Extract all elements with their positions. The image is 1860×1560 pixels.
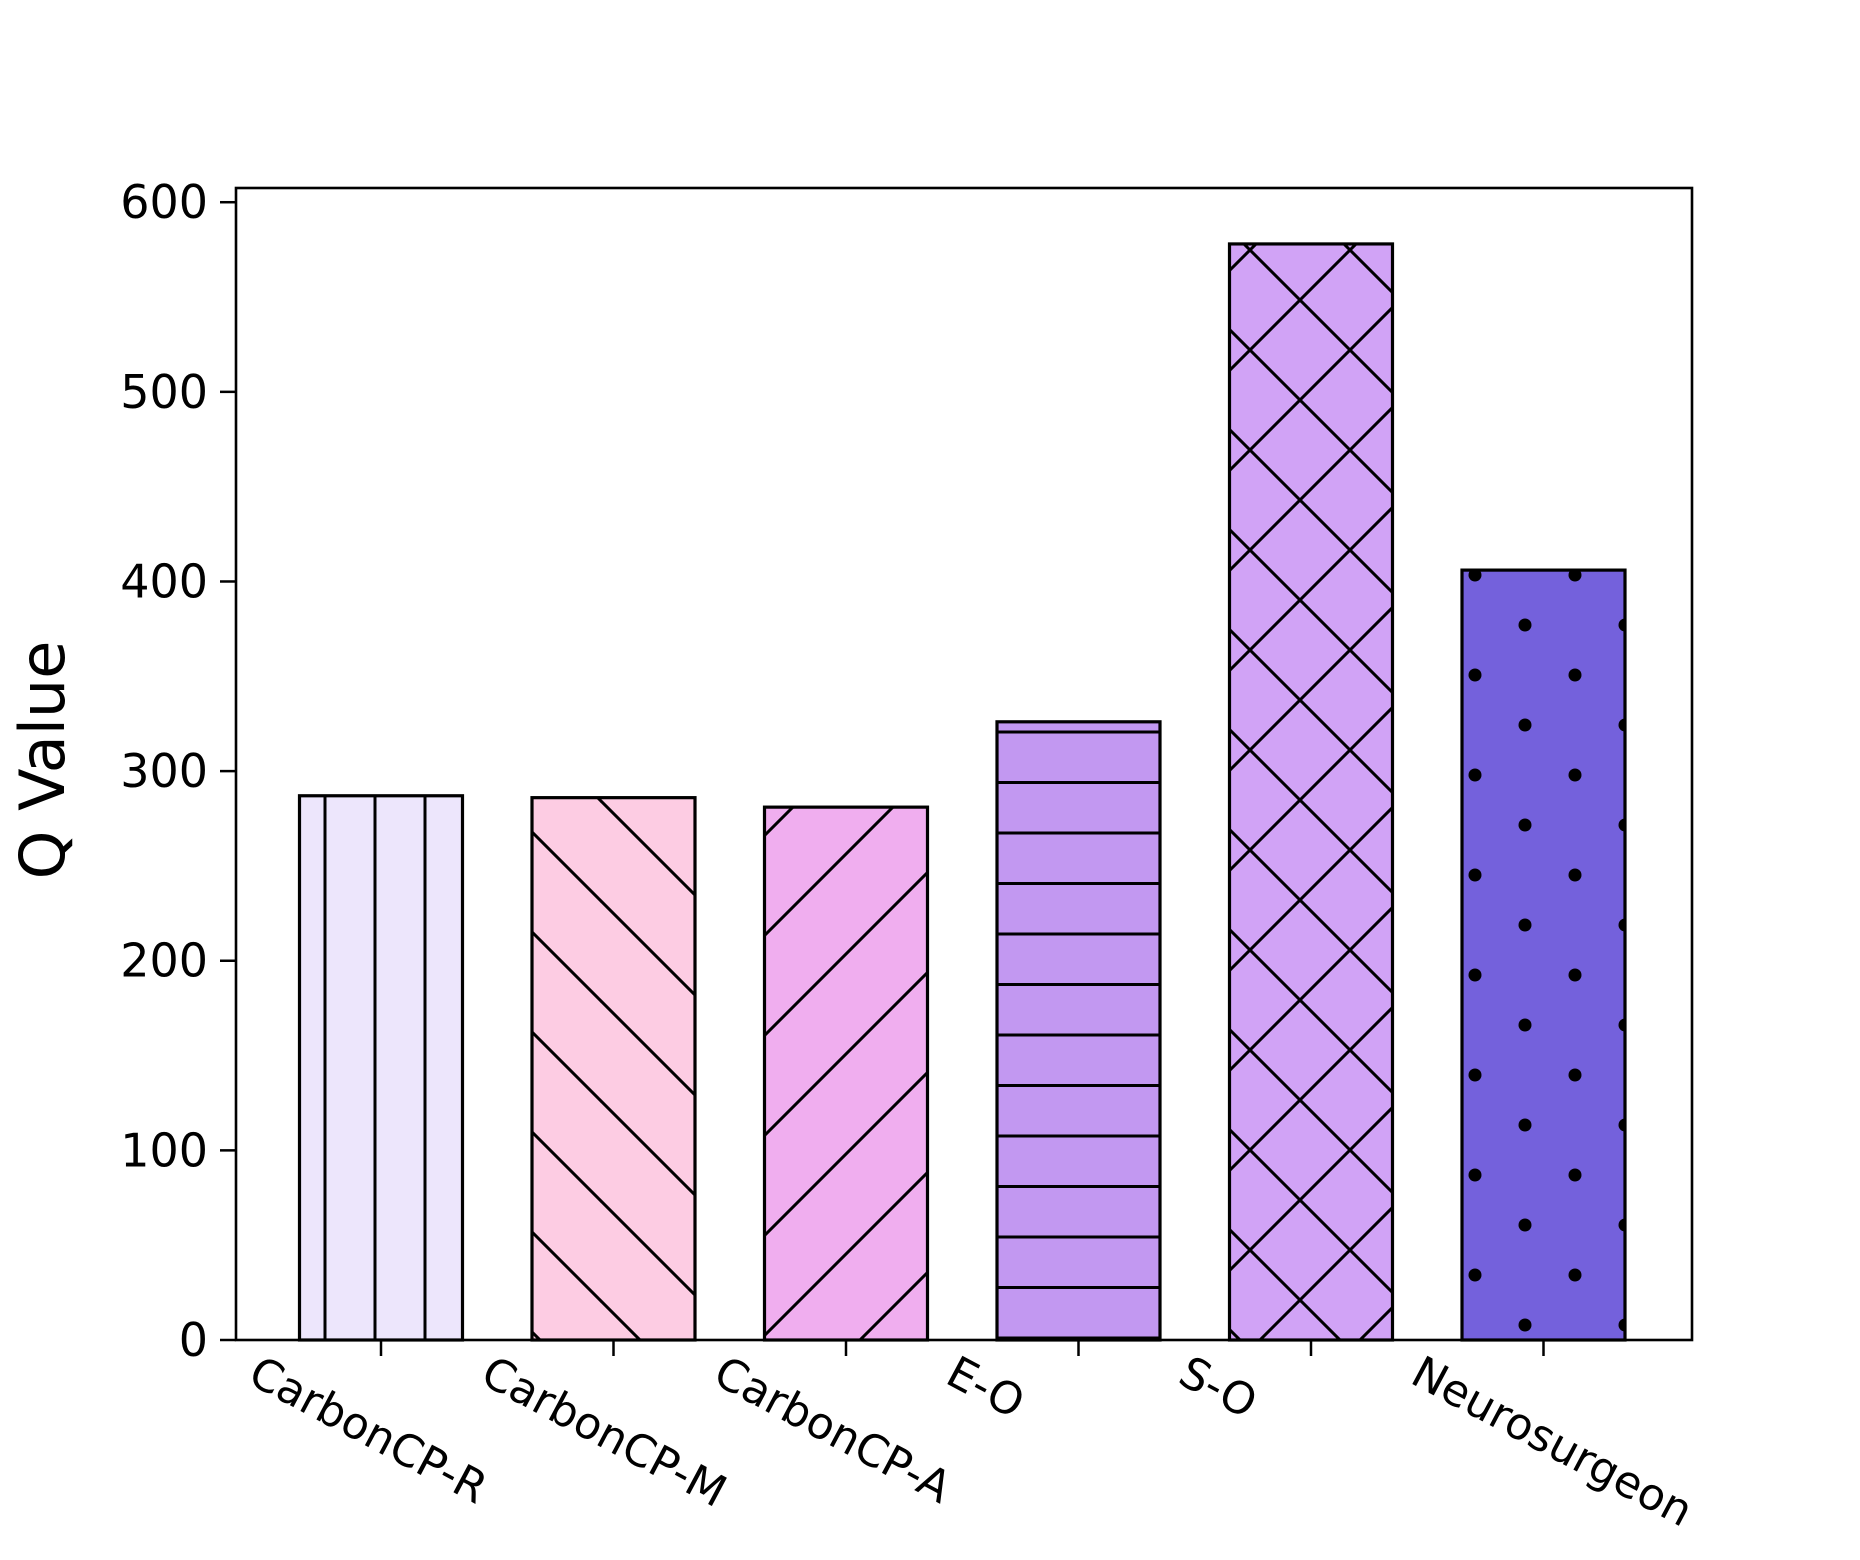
y-tick-label: 200	[120, 934, 208, 988]
y-tick-label: 500	[120, 365, 208, 419]
x-tick-label: CarbonCP-A	[706, 1347, 959, 1514]
y-axis-title: Q Value	[6, 641, 79, 880]
x-tick-label: CarbonCP-M	[473, 1347, 734, 1518]
plot-frame	[234, 186, 1694, 1342]
bars	[297, 242, 1627, 1342]
x-tick-label: E-O	[938, 1347, 1032, 1429]
bar-carboncp-m	[530, 796, 697, 1342]
x-tick-label: Neurosurgeon	[1403, 1347, 1701, 1538]
bar-e-o	[995, 720, 1162, 1342]
x-tick-label: CarbonCP-R	[241, 1347, 496, 1515]
y-tick-label: 0	[179, 1313, 208, 1367]
y-tick-label: 100	[120, 1123, 208, 1177]
bar-carboncp-a	[762, 805, 930, 1342]
y-tick-label: 400	[120, 554, 208, 608]
y-tick-label: 300	[120, 744, 208, 798]
y-tick-label: 600	[120, 175, 208, 229]
bar-s-o	[1227, 242, 1395, 1342]
x-tick-label: S-O	[1171, 1347, 1265, 1429]
bar-neurosurgeon	[1460, 568, 1627, 1342]
bar-carboncp-r	[297, 794, 465, 1342]
